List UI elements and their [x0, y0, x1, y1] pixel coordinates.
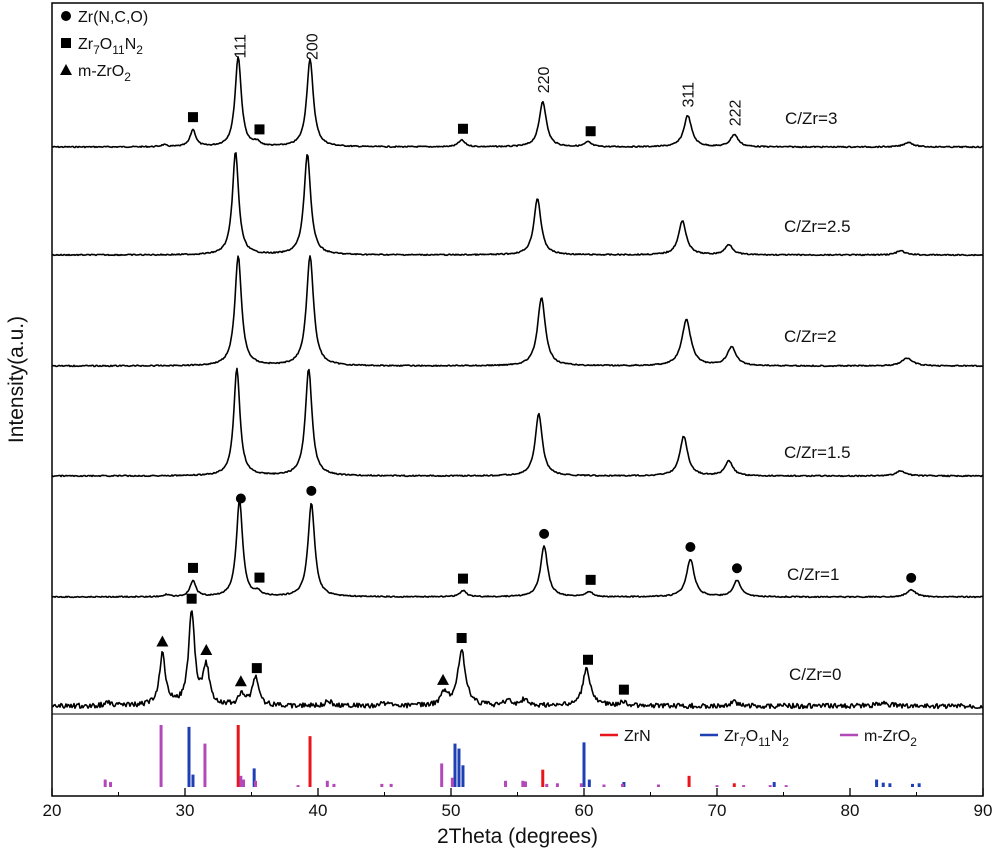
- phase-marker-circle: [906, 572, 917, 583]
- pattern-curve-1: [51, 55, 984, 149]
- legend-label: m-ZrO2: [78, 63, 131, 84]
- legend-marker-square: [61, 38, 71, 48]
- series-label: C/Zr=3: [785, 109, 837, 128]
- legend-label: Zr7O11N2: [78, 36, 143, 57]
- axes: 20 30 40 50 60 70 80 90: [43, 2, 993, 820]
- phase-markers: [156, 112, 917, 695]
- legends: Zr(N,C,O) Zr7O11N2 m-ZrO2 ZrN Zr7O11N2 m-ZrO2: [60, 9, 917, 749]
- x-tick-label: 90: [974, 801, 993, 820]
- phase-marker-triangle: [234, 675, 247, 687]
- phase-marker-circle: [731, 563, 742, 574]
- pattern-curve-3: [51, 255, 983, 368]
- phase-marker-triangle: [437, 673, 450, 685]
- phase-marker-circle: [306, 485, 317, 496]
- x-tick-label: 60: [575, 801, 594, 820]
- phase-marker-square: [582, 654, 593, 665]
- phase-marker-square: [254, 572, 265, 583]
- series-label: C/Zr=0: [789, 665, 841, 684]
- pattern-curve-5: [51, 500, 984, 599]
- hkl-labels: 111 200 220 311 222: [233, 33, 745, 126]
- reference-patterns: [52, 713, 983, 787]
- series-label: C/Zr=2.5: [784, 217, 851, 236]
- hkl-label: 311: [681, 82, 698, 108]
- hkl-label: 220: [536, 66, 553, 93]
- phase-marker-square: [187, 562, 198, 573]
- hkl-label: 200: [304, 33, 321, 60]
- pattern-curve-2: [51, 152, 984, 257]
- phase-marker-triangle: [200, 643, 213, 655]
- series-labels: C/Zr=3 C/Zr=2.5 C/Zr=2 C/Zr=1.5 C/Zr=1 C/Zr=0: [784, 109, 851, 684]
- ref-legend-label: m-ZrO2: [864, 728, 917, 749]
- phase-marker-square: [186, 593, 197, 604]
- phase-marker-square: [254, 124, 265, 135]
- legend-marker-triangle: [60, 64, 72, 75]
- phase-marker-square: [585, 126, 596, 137]
- phase-marker-circle: [539, 528, 550, 539]
- pattern-curve-4: [51, 367, 984, 478]
- x-tick-label: 40: [309, 801, 328, 820]
- x-tick-label: 20: [43, 801, 62, 820]
- pattern-curve-6: [51, 610, 984, 710]
- phase-marker-square: [251, 663, 262, 674]
- phase-marker-square: [187, 112, 198, 123]
- phase-marker-square: [457, 573, 468, 584]
- x-tick-label: 70: [708, 801, 727, 820]
- ref-legend-label: Zr7O11N2: [724, 728, 789, 749]
- ref-legend-label: ZrN: [624, 728, 651, 745]
- y-axis-title: Intensity(a.u.): [5, 316, 28, 443]
- legend-label: Zr(N,C,O): [78, 9, 148, 26]
- phase-marker-square: [618, 684, 629, 695]
- x-tick-label: 80: [841, 801, 860, 820]
- phase-marker-square: [456, 633, 467, 644]
- hkl-label: 222: [727, 99, 744, 126]
- phase-marker-triangle: [156, 635, 169, 647]
- phase-marker-circle: [235, 493, 246, 504]
- phase-marker-square: [585, 574, 596, 585]
- hkl-label: 111: [233, 34, 250, 58]
- x-tick-label: 30: [176, 801, 195, 820]
- diffraction-patterns: [51, 55, 984, 710]
- x-tick-label: 50: [442, 801, 461, 820]
- phase-marker-square: [457, 123, 468, 134]
- x-axis-title: 2Theta (degrees): [437, 825, 598, 848]
- phase-marker-circle: [685, 542, 696, 553]
- series-label: C/Zr=1.5: [784, 443, 851, 462]
- series-label: C/Zr=1: [787, 565, 839, 584]
- legend-marker-circle: [61, 11, 71, 21]
- series-label: C/Zr=2: [784, 327, 836, 346]
